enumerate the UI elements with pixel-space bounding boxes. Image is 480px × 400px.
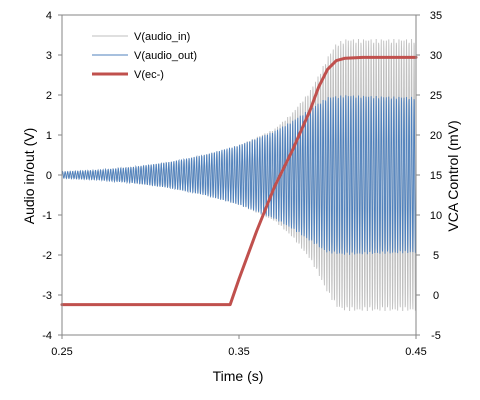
- legend-label: V(ec-): [134, 69, 164, 81]
- x-axis-title: Time (s): [213, 368, 264, 384]
- right-axis-tick-label: 5: [433, 250, 439, 262]
- x-axis-tick-label: 0.35: [228, 346, 249, 358]
- right-axis-tick-label: 0: [433, 290, 439, 302]
- x-axis-tick-label: 0.45: [405, 346, 426, 358]
- left-axis-tick-label: 3: [46, 50, 52, 62]
- left-axis-title: Audio in/out (V): [21, 128, 37, 225]
- legend: V(audio_in) V(audio_out) V(ec-): [92, 31, 197, 81]
- right-axis-tick-label: 30: [430, 50, 442, 62]
- left-axis-tick-label: 2: [46, 90, 52, 102]
- left-axis-tick-label: 0: [46, 170, 52, 182]
- series-line-v-ec-: [60, 55, 418, 307]
- right-axis-tick-label: 10: [430, 210, 442, 222]
- left-axis-tick-label: -2: [42, 250, 52, 262]
- left-axis-tick-label: -3: [42, 290, 52, 302]
- right-axis-tick-label: 20: [430, 130, 442, 142]
- left-axis-tick-label: 4: [46, 10, 52, 22]
- legend-label: V(audio_out): [134, 50, 197, 62]
- left-axis-ticks: 4 3 2 1 0 -1 -2 -3 -4: [42, 10, 62, 342]
- left-axis-tick-label: 1: [46, 130, 52, 142]
- right-axis-ticks: 35 30 25 20 15 10 5 0 -5: [416, 10, 442, 342]
- x-axis-ticks: 0.25 0.35 0.45: [51, 335, 427, 358]
- left-axis-tick-label: -4: [42, 330, 52, 342]
- right-axis-tick-label: 25: [430, 90, 442, 102]
- legend-label: V(audio_in): [134, 31, 190, 43]
- series-line-v-audio-out-: [61, 95, 417, 255]
- plot-area: [60, 14, 418, 336]
- right-axis-tick-label: 35: [430, 10, 442, 22]
- x-axis-tick-label: 0.25: [51, 346, 72, 358]
- left-axis-tick-label: -1: [42, 210, 52, 222]
- right-axis-tick-label: 15: [430, 170, 442, 182]
- right-axis-title: VCA Control (mV): [445, 120, 461, 231]
- right-axis-tick-label: -5: [431, 330, 441, 342]
